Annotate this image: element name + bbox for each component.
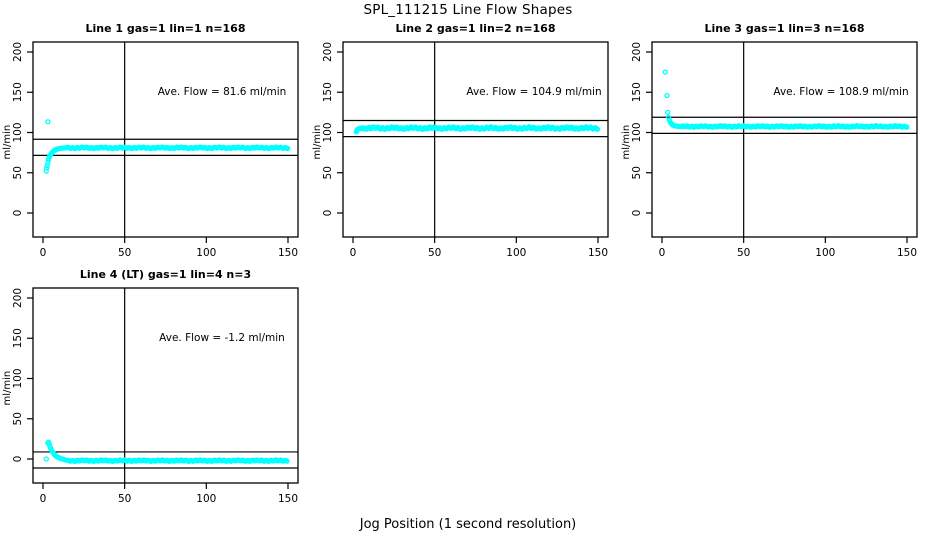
- panel-4-plot: 0 50 100 150 0 50 100 150 200 ml/min: [2, 287, 299, 505]
- panel-1-plot: 0 50 100 150 0 50 100 150 200 ml/min: [2, 41, 299, 259]
- panel-2-plot: 0 50 100 150 0 50 100 150 200 ml/min: [312, 41, 609, 259]
- x-tick-label: 50: [428, 247, 441, 259]
- y-tick-label: 200: [12, 288, 24, 308]
- panel-3-title: Line 3 gas=1 lin=3 n=168: [704, 22, 865, 35]
- x-tick-label: 0: [40, 247, 47, 259]
- y-tick-label: 50: [322, 166, 334, 179]
- x-tick-label: 50: [118, 247, 131, 259]
- data-point: [285, 145, 291, 152]
- x-tick-label: 0: [659, 247, 666, 259]
- y-tick-label: 50: [631, 166, 643, 179]
- data-point: [43, 168, 49, 174]
- y-tick-label: 200: [631, 42, 643, 62]
- data-point: [45, 119, 51, 125]
- x-tick-label: 50: [118, 493, 131, 505]
- x-tick-label: 100: [196, 493, 216, 505]
- data-point: [665, 114, 672, 120]
- data-point: [664, 92, 670, 99]
- data-point: [904, 124, 910, 130]
- data-point: [44, 162, 50, 169]
- plot-box: [651, 41, 918, 238]
- y-axis-unit-label: ml/min: [2, 125, 13, 160]
- plot-box: [32, 41, 299, 238]
- x-axis-label: Jog Position (1 second resolution): [359, 517, 577, 532]
- y-tick-label: 150: [12, 82, 24, 102]
- y-axis-unit-label: ml/min: [2, 371, 13, 406]
- panel-1-title: Line 1 gas=1 lin=1 n=168: [85, 22, 246, 35]
- y-tick-label: 150: [631, 82, 643, 102]
- y-axis-unit-label: ml/min: [621, 125, 632, 160]
- panel-4-ave-flow-annotation: Ave. Flow = -1.2 ml/min: [159, 332, 285, 344]
- y-tick-label: 0: [12, 210, 24, 217]
- y-tick-label: 50: [12, 412, 24, 425]
- data-point: [594, 126, 601, 132]
- panel-1-ave-flow-annotation: Ave. Flow = 81.6 ml/min: [157, 86, 287, 98]
- y-tick-label: 150: [12, 328, 24, 348]
- x-tick-label: 0: [350, 247, 357, 259]
- y-tick-label: 100: [12, 368, 24, 388]
- y-tick-label: 150: [322, 82, 334, 102]
- x-tick-label: 50: [737, 247, 750, 259]
- panel-3-ave-flow-annotation: Ave. Flow = 108.9 ml/min: [773, 86, 909, 98]
- y-axis-unit-label: ml/min: [312, 125, 323, 160]
- x-tick-label: 150: [897, 247, 917, 259]
- x-tick-label: 150: [278, 493, 298, 505]
- data-point: [662, 69, 668, 75]
- panel-2-ave-flow-annotation: Ave. Flow = 104.9 ml/min: [466, 86, 602, 98]
- y-tick-label: 0: [12, 456, 24, 463]
- data-point: [284, 458, 290, 464]
- panel-4-title: Line 4 (LT) gas=1 lin=4 n=3: [79, 268, 252, 281]
- y-tick-label: 200: [12, 42, 24, 62]
- data-point: [44, 165, 50, 171]
- x-tick-label: 100: [196, 247, 216, 259]
- data-point: [665, 109, 671, 116]
- x-tick-label: 100: [506, 247, 526, 259]
- data-point: [43, 456, 49, 462]
- x-tick-label: 150: [278, 247, 298, 259]
- panel-3-plot: 0 50 100 150 0 50 100 150 200 ml/min: [621, 41, 918, 259]
- y-tick-label: 100: [322, 122, 334, 142]
- y-tick-label: 50: [12, 166, 24, 179]
- x-tick-label: 0: [40, 493, 47, 505]
- panel-2-title: Line 2 gas=1 lin=2 n=168: [395, 22, 556, 35]
- figure-title: SPL_111215 Line Flow Shapes: [363, 2, 573, 18]
- x-tick-label: 150: [588, 247, 608, 259]
- x-tick-label: 100: [815, 247, 835, 259]
- y-tick-label: 0: [631, 210, 643, 217]
- y-tick-label: 200: [322, 42, 334, 62]
- plot-box: [32, 287, 299, 484]
- plot-box: [342, 41, 609, 238]
- y-tick-label: 100: [631, 122, 643, 142]
- y-tick-label: 100: [12, 122, 24, 142]
- y-tick-label: 0: [322, 210, 334, 217]
